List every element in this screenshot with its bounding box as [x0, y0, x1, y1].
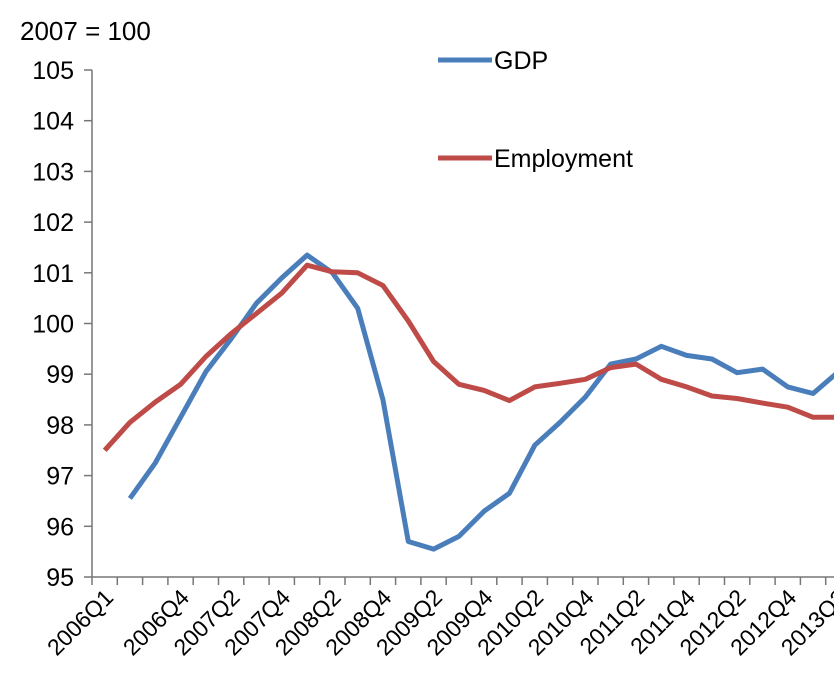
x-tick-label: 2006Q1	[42, 584, 118, 660]
legend: GDP Employment	[438, 47, 633, 173]
series-line-gdp	[127, 252, 834, 552]
legend-label-gdp: GDP	[494, 47, 548, 75]
y-tick-label: 102	[32, 209, 74, 237]
y-tick-label: 103	[32, 158, 74, 186]
y-tick-label: 100	[32, 311, 74, 339]
y-tick-label: 98	[46, 412, 74, 440]
y-tick-label: 96	[46, 513, 74, 541]
x-axis: 2006Q1 2006Q42007Q22007Q42008Q22008Q42009…	[42, 576, 834, 660]
y-axis: 105 104 103 102 101 100 99 98 97 96 95	[32, 57, 93, 592]
y-tick-label: 105	[32, 57, 74, 85]
unit-label: 2007 = 100	[20, 16, 151, 46]
y-tick-label: 99	[46, 361, 74, 389]
y-tick-label: 97	[46, 463, 74, 491]
y-tick-label: 95	[46, 564, 74, 592]
series-layer	[102, 252, 834, 552]
series-line-employment	[102, 262, 834, 452]
y-tick-label: 101	[32, 260, 74, 288]
legend-label-employment: Employment	[494, 145, 633, 173]
y-tick-label: 104	[32, 108, 74, 136]
